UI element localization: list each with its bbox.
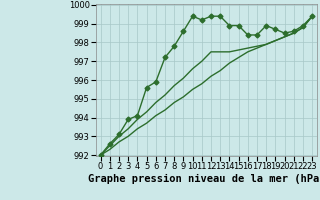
X-axis label: Graphe pression niveau de la mer (hPa): Graphe pression niveau de la mer (hPa) xyxy=(88,174,320,184)
